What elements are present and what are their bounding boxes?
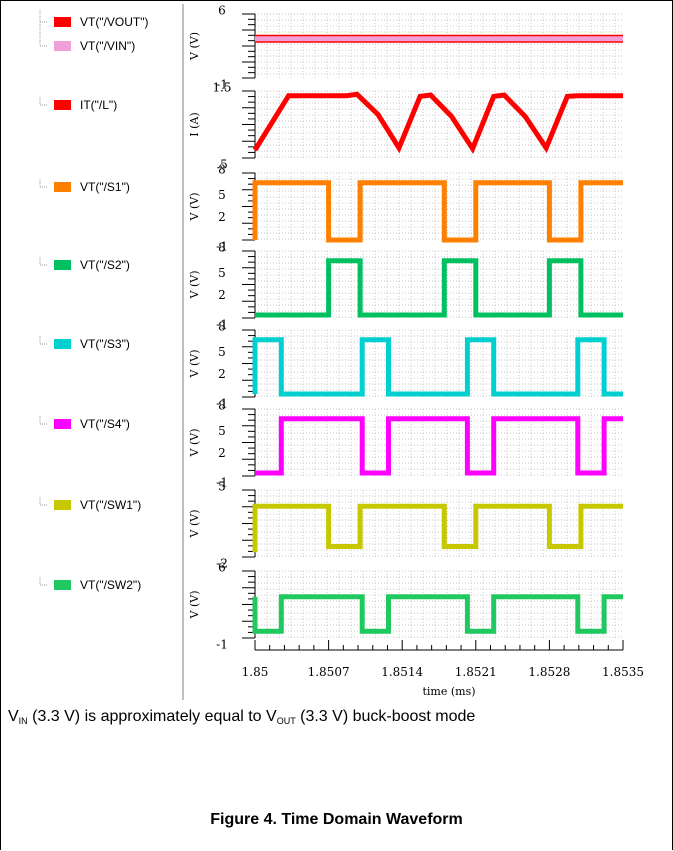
panel-5: 8 5 2 -1 V (V) xyxy=(188,320,623,411)
legend-swatch xyxy=(54,580,71,590)
y-tick-label: .5 xyxy=(216,158,227,172)
legend-entry: VT("/S1") xyxy=(39,179,130,194)
panel-1: 6 -1 V (V) xyxy=(188,4,623,92)
legend: VT("/VOUT") VT("/VIN") IT("/L") VT("/S1") VT… xyxy=(39,10,149,592)
panel-grid xyxy=(254,250,623,318)
y-axis-label: V (V) xyxy=(188,350,201,379)
legend-label: VT("/S1") xyxy=(80,180,130,194)
legend-entry: VT("/S2") xyxy=(39,257,130,272)
legend-label: VT("/SW2") xyxy=(80,578,141,592)
y-tick-label: 2 xyxy=(218,288,226,302)
legend-label: VT("/S3") xyxy=(80,337,130,351)
plot-panels: 6 -1 V (V) 1.5 .5 I (A) 8 5 2 -1 V (V) 8 5 2 -1 V (V) 8 5… xyxy=(188,4,623,652)
legend-entry: VT("/VIN") xyxy=(39,38,135,53)
y-tick-label: -1 xyxy=(216,397,228,411)
legend-swatch xyxy=(54,17,71,27)
y-tick-label: 5 xyxy=(218,480,226,494)
legend-entry: VT("/VOUT") xyxy=(39,14,149,29)
series-line xyxy=(252,503,623,553)
legend-label: VT("/SW1") xyxy=(80,498,141,512)
y-axis-label: V (V) xyxy=(188,271,201,300)
panel-2: 1.5 .5 I (A) xyxy=(188,81,623,172)
caption-sub-in: IN xyxy=(18,716,28,726)
legend-entry: IT("/L") xyxy=(39,97,117,112)
legend-swatch xyxy=(54,41,71,51)
y-tick-label: 5 xyxy=(218,345,226,359)
y-tick-label: 8 xyxy=(218,163,226,177)
x-tick-label: 1.85 xyxy=(242,665,269,679)
legend-label: VT("/VOUT") xyxy=(80,15,149,29)
y-axis-label: V (V) xyxy=(188,32,201,61)
series-line xyxy=(255,258,623,318)
panel-7: 5 -2 V (V) xyxy=(188,480,623,571)
panel-3: 8 5 2 -1 V (V) xyxy=(188,163,623,254)
legend-label: VT("/S2") xyxy=(80,258,130,272)
legend-swatch xyxy=(54,100,71,110)
y-axis-label: I (A) xyxy=(188,112,201,136)
x-tick-label: 1.8507 xyxy=(308,665,350,679)
legend-swatch xyxy=(54,339,71,349)
series-line xyxy=(252,337,623,397)
panel-grid xyxy=(254,329,623,397)
x-axis-label: time (ms) xyxy=(422,685,475,698)
panel-6: 8 5 2 -1 V (V) xyxy=(188,399,623,490)
panel-8: 6 -1 V (V) xyxy=(188,561,623,652)
y-axis-label: V (V) xyxy=(188,591,201,620)
y-axis-label: V (V) xyxy=(188,510,201,539)
y-tick-label: 1.5 xyxy=(212,81,231,95)
y-tick-label: 5 xyxy=(218,188,226,202)
legend-label: VT("/S4") xyxy=(80,417,130,431)
legend-entry: VT("/S4") xyxy=(39,416,130,431)
x-tick-label: 1.8521 xyxy=(455,665,497,679)
x-tick-label: 1.8528 xyxy=(528,665,570,679)
caption-v: V xyxy=(8,708,19,725)
y-tick-label: -1 xyxy=(216,240,228,254)
y-tick-label: 5 xyxy=(218,266,226,280)
legend-label: VT("/VIN") xyxy=(80,39,135,53)
series-line xyxy=(255,416,623,476)
y-axis-label: V (V) xyxy=(188,429,201,458)
legend-entry: VT("/SW2") xyxy=(39,577,141,592)
legend-swatch xyxy=(54,260,71,270)
panel-grid xyxy=(254,570,623,638)
x-tick-label: 1.8514 xyxy=(381,665,423,679)
series-line xyxy=(252,180,623,243)
legend-swatch xyxy=(54,419,71,429)
legend-label: IT("/L") xyxy=(80,98,117,112)
legend-entry: VT("/S3") xyxy=(39,336,130,351)
y-axis-label: V (V) xyxy=(188,193,201,222)
x-tick-label: 1.8535 xyxy=(602,665,644,679)
series-line xyxy=(252,594,623,634)
y-tick-label: -1 xyxy=(216,318,228,332)
caption-tail: (3.3 V) buck-boost mode xyxy=(295,708,476,725)
y-tick-label: 2 xyxy=(218,446,226,460)
legend-swatch xyxy=(54,500,71,510)
y-tick-label: 5 xyxy=(218,424,226,438)
y-tick-label: 8 xyxy=(218,241,226,255)
panel-grid xyxy=(254,489,623,557)
caption-mid: (3.3 V) is approximately equal to V xyxy=(27,708,277,725)
caption-sub-out: OUT xyxy=(276,716,296,726)
legend-swatch xyxy=(54,182,71,192)
y-tick-label: -2 xyxy=(216,557,228,571)
series-line xyxy=(252,91,623,154)
y-tick-label: -1 xyxy=(216,476,228,490)
figure-title: Figure 4. Time Domain Waveform xyxy=(210,811,463,828)
y-tick-label: 8 xyxy=(218,399,226,413)
legend-entry: VT("/SW1") xyxy=(39,497,141,512)
y-tick-label: -1 xyxy=(216,78,228,92)
y-tick-label: 6 xyxy=(218,561,226,575)
x-axis: 1.85 1.8507 1.8514 1.8521 1.8528 1.8535 time (… xyxy=(242,640,644,698)
figure-caption: VIN (3.3 V) is approximately equal to VO… xyxy=(8,708,668,726)
panel-grid xyxy=(254,13,623,78)
panel-4: 8 5 2 -1 V (V) xyxy=(188,241,623,332)
y-tick-label: -1 xyxy=(216,638,228,652)
y-tick-label: 2 xyxy=(218,367,226,381)
waveform-plot: VT("/VOUT") VT("/VIN") IT("/L") VT("/S1") VT… xyxy=(39,4,644,700)
y-tick-label: 8 xyxy=(218,320,226,334)
y-tick-label: 6 xyxy=(218,4,226,18)
y-tick-label: 2 xyxy=(218,210,226,224)
